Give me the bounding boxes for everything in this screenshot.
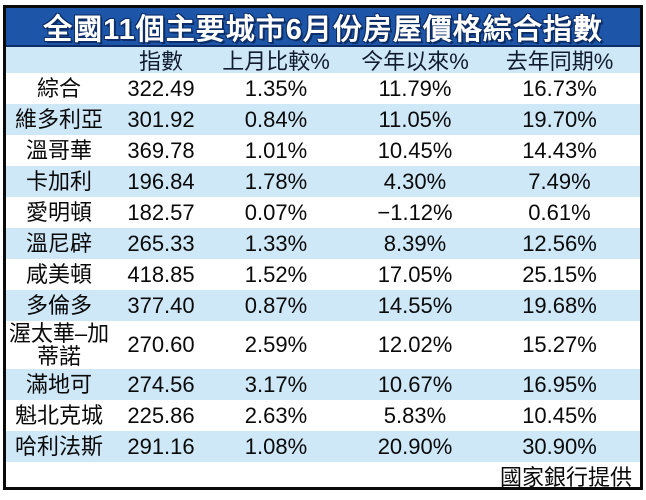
table-row: 維多利亞 301.92 0.84% 11.05% 19.70% (6, 104, 640, 135)
mom-change-value: 1.78% (244, 168, 308, 194)
index-value: 196.84 (127, 168, 195, 194)
mom-change-value: 1.33% (244, 230, 308, 256)
index-value: 369.78 (127, 137, 195, 163)
city-name: 溫尼辟 (25, 230, 92, 256)
ytd-change-value: −1.12% (377, 199, 453, 225)
page-title: 全國11個主要城市6月份房屋價格綜合指數 (43, 13, 603, 46)
ytd-change-value: 5.83% (383, 402, 447, 428)
ytd-change-value: 17.05% (377, 261, 453, 287)
table-row: 咸美頓 418.85 1.52% 17.05% 25.15% (6, 259, 640, 290)
table-row: 溫尼辟 265.33 1.33% 8.39% 12.56% (6, 228, 640, 259)
city-name: 溫哥華 (25, 137, 92, 163)
index-value: 291.16 (127, 433, 195, 459)
ytd-change-value: 20.90% (377, 433, 453, 459)
index-value: 301.92 (127, 106, 195, 132)
ytd-change-value: 12.02% (377, 332, 453, 358)
ytd-change-value: 8.39% (383, 230, 447, 256)
yoy-change-value: 14.43% (522, 137, 597, 163)
index-value: 322.49 (127, 75, 195, 101)
table-header-row: 指數 上月比較% 今年以來% 去年同期% (6, 47, 640, 74)
yoy-change-value: 19.68% (522, 292, 597, 318)
ytd-change-value: 11.05% (378, 106, 452, 132)
city-name: 哈利法斯 (14, 434, 103, 460)
city-name: 渥太華–加蒂諾 (8, 321, 110, 370)
yoy-change-value: 15.27% (522, 332, 597, 358)
ytd-change-value: 10.45% (377, 137, 453, 163)
ytd-change-value: 11.79% (378, 75, 452, 101)
header-year-over-year: 去年同期% (505, 49, 614, 74)
city-name: 多倫多 (25, 292, 92, 318)
header-month-over-month: 上月比較% (222, 49, 330, 74)
table-row: 渥太華–加蒂諾 270.60 2.59% 12.02% 15.27% (6, 321, 640, 370)
mom-change-value: 1.52% (244, 261, 308, 287)
ytd-change-value: 14.55% (377, 292, 453, 318)
mom-change-value: 2.63% (244, 402, 308, 428)
ytd-change-value: 10.67% (377, 371, 453, 397)
city-name: 卡加利 (25, 168, 92, 194)
header-index: 指數 (138, 49, 183, 74)
mom-change-value: 0.87% (244, 292, 308, 318)
yoy-change-value: 12.56% (522, 230, 597, 256)
yoy-change-value: 0.61% (528, 199, 591, 225)
index-value: 182.57 (127, 199, 195, 225)
table-row: 多倫多 377.40 0.87% 14.55% 19.68% (6, 290, 640, 321)
city-name: 維多利亞 (14, 106, 103, 132)
yoy-change-value: 30.90% (522, 433, 597, 459)
index-value: 377.40 (127, 292, 195, 318)
mom-change-value: 3.17% (244, 371, 308, 397)
mom-change-value: 1.08% (244, 433, 308, 459)
index-value: 225.86 (127, 402, 195, 428)
index-value: 265.33 (127, 230, 195, 256)
table-row: 綜合 322.49 1.35% 11.79% 16.73% (6, 73, 640, 104)
yoy-change-value: 10.45% (522, 402, 597, 428)
yoy-change-value: 16.95% (522, 371, 597, 397)
city-name: 愛明頓 (25, 199, 92, 225)
table-row: 溫哥華 369.78 1.01% 10.45% 14.43% (6, 135, 640, 166)
index-value: 418.85 (127, 261, 195, 287)
source-credit: 國家銀行提供 (499, 464, 632, 490)
yoy-change-value: 19.70% (522, 106, 597, 132)
mom-change-value: 1.35% (244, 75, 308, 101)
yoy-change-value: 25.15% (522, 261, 597, 287)
table-frame: 全國11個主要城市6月份房屋價格綜合指數 指數 上月比較% 今年以來% 去年同期… (3, 5, 643, 490)
city-name: 魁北克城 (14, 403, 103, 429)
mom-change-value: 2.59% (244, 332, 308, 358)
table-row: 哈利法斯 291.16 1.08% 20.90% 30.90% (6, 431, 640, 463)
title-bar: 全國11個主要城市6月份房屋價格綜合指數 (6, 8, 640, 47)
city-name: 滿地可 (25, 372, 92, 398)
table-row: 卡加利 196.84 1.78% 4.30% 7.49% (6, 166, 640, 197)
mom-change-value: 0.84% (244, 106, 308, 132)
mom-change-value: 1.01% (244, 137, 308, 163)
ytd-change-value: 4.30% (383, 168, 447, 194)
footer: 國家銀行提供 (6, 462, 640, 490)
yoy-change-value: 16.73% (522, 75, 597, 101)
table-row: 滿地可 274.56 3.17% 10.67% 16.95% (6, 369, 640, 401)
table-body: 綜合 322.49 1.35% 11.79% 16.73% 維多利亞 301.9… (6, 73, 640, 463)
index-value: 274.56 (127, 371, 195, 397)
header-year-to-date: 今年以來% (361, 49, 469, 74)
index-value: 270.60 (127, 332, 195, 358)
header-city (6, 59, 112, 61)
city-name: 咸美頓 (25, 261, 92, 287)
mom-change-value: 0.07% (244, 199, 308, 225)
city-name: 綜合 (36, 75, 81, 101)
table-row: 魁北克城 225.86 2.63% 5.83% 10.45% (6, 400, 640, 432)
yoy-change-value: 7.49% (528, 168, 591, 194)
table-row: 愛明頓 182.57 0.07% −1.12% 0.61% (6, 197, 640, 228)
